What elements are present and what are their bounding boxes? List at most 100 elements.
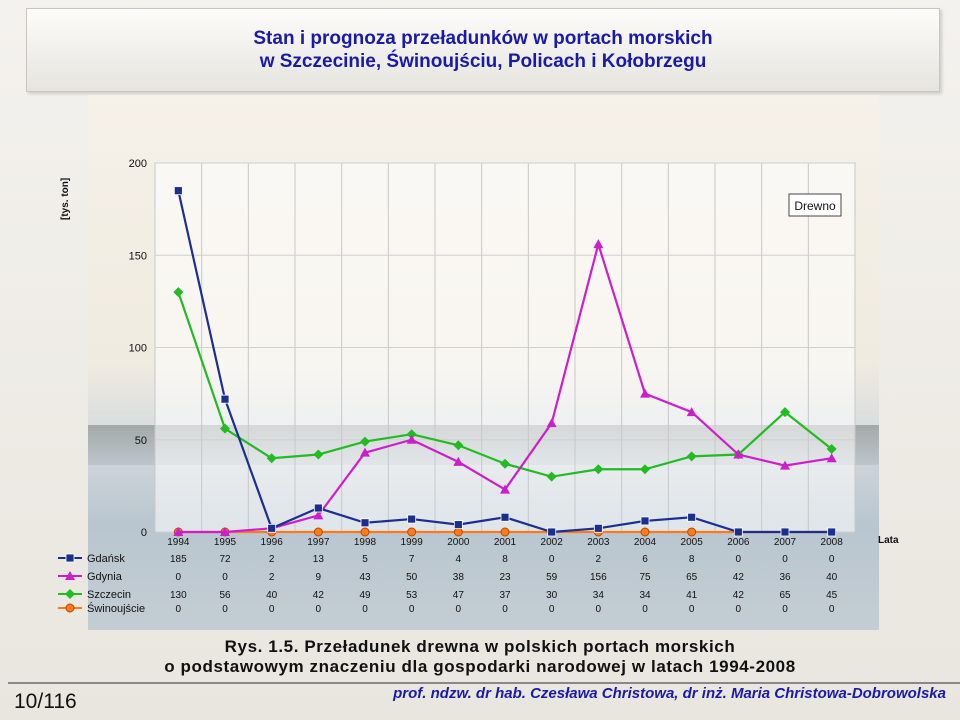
data-point: [406, 434, 417, 444]
data-label: 65: [686, 572, 698, 583]
data-label: 0: [549, 554, 555, 565]
data-label: 65: [779, 590, 791, 601]
data-point: [500, 512, 510, 522]
x-tick-label: 2000: [447, 537, 470, 548]
data-label: 0: [736, 554, 742, 565]
data-label: 45: [826, 590, 838, 601]
data-label: 42: [313, 590, 325, 601]
data-point: [313, 503, 323, 513]
data-point: [266, 453, 277, 464]
data-label: 0: [176, 604, 182, 615]
table-series-name: Świnoujście: [87, 602, 145, 615]
title-line-2: w Szczecinie, Świnoujściu, Policach i Ko…: [259, 51, 707, 72]
data-label: 6: [642, 554, 648, 565]
data-point: [827, 527, 837, 537]
data-label: 40: [266, 590, 278, 601]
data-point: [686, 407, 697, 417]
data-label: 72: [219, 554, 231, 565]
y-axis-label: [tys. ton]: [60, 178, 71, 220]
data-label: 0: [456, 604, 462, 615]
data-label: 0: [316, 604, 322, 615]
data-point: [220, 527, 230, 536]
data-point: [733, 449, 744, 459]
x-tick-label: 2002: [541, 537, 564, 548]
slide-title: Stan i prognoza przeładunków w portach m…: [27, 27, 939, 73]
data-label: 0: [502, 604, 508, 615]
data-label: 0: [222, 572, 228, 583]
x-tick-label: 1998: [354, 537, 377, 548]
data-point: [65, 553, 75, 563]
data-label: 7: [409, 554, 415, 565]
author-credit: prof. ndzw. dr hab. Czesława Christowa, …: [393, 685, 946, 702]
data-label: 56: [219, 590, 231, 601]
y-tick-label: 0: [141, 527, 147, 539]
y-tick-label: 50: [135, 435, 147, 447]
data-label: 38: [453, 572, 465, 583]
data-point: [267, 523, 277, 533]
data-label: 2: [596, 554, 602, 565]
series-0: [173, 186, 837, 537]
x-tick-label: 2001: [494, 537, 517, 548]
x-tick-label: 2005: [681, 537, 704, 548]
data-label: 0: [409, 604, 415, 615]
data-label: 42: [733, 590, 745, 601]
data-label: 0: [269, 604, 275, 615]
data-point: [733, 527, 743, 537]
data-label: 42: [733, 572, 745, 583]
x-tick-label: 2003: [587, 537, 610, 548]
data-point: [313, 527, 323, 537]
data-point: [360, 527, 370, 537]
figure-caption: Rys. 1.5. Przeładunek drewna w polskich …: [0, 637, 960, 677]
data-label: 13: [313, 554, 325, 565]
data-point: [65, 571, 75, 580]
x-tick-label: 2004: [634, 537, 657, 548]
data-label: 0: [782, 604, 788, 615]
data-label: 0: [782, 554, 788, 565]
data-label: 0: [362, 604, 368, 615]
series: [173, 186, 837, 537]
data-point: [593, 239, 604, 249]
data-label: 2: [269, 554, 275, 565]
data-point: [173, 287, 184, 298]
y-tick-label: 150: [129, 250, 147, 262]
data-label: 40: [826, 572, 838, 583]
data-point: [65, 589, 75, 599]
data-point: [453, 527, 463, 537]
data-label: 37: [499, 590, 511, 601]
data-label: 34: [639, 590, 651, 601]
data-label: 0: [736, 604, 742, 615]
data-point: [360, 447, 370, 457]
data-point: [687, 512, 697, 522]
data-point: [640, 516, 650, 526]
data-point: [640, 388, 650, 398]
data-point: [406, 429, 417, 440]
data-label: 59: [546, 572, 558, 583]
data-point: [593, 523, 603, 533]
data-label: 9: [316, 572, 322, 583]
data-label: 41: [686, 590, 698, 601]
data-label: 130: [170, 590, 187, 601]
table-series-name: Szczecin: [87, 589, 131, 601]
x-tick-label: 1999: [401, 537, 424, 548]
data-point: [826, 453, 837, 463]
data-point: [500, 527, 510, 537]
data-point: [313, 510, 324, 520]
data-point: [500, 458, 510, 469]
data-point: [360, 436, 370, 447]
data-point: [407, 527, 417, 537]
y-tick-label: 200: [129, 158, 147, 170]
x-tick-label: 2007: [774, 537, 797, 548]
x-tick-label: 1994: [167, 537, 190, 548]
page-number: 10/116: [14, 690, 77, 713]
data-point: [407, 514, 417, 524]
data-label: 2: [269, 572, 275, 583]
data-point: [453, 456, 464, 466]
data-label: 30: [546, 590, 558, 601]
data-table: Gdańsk 185 72 2 13 5 7 4 8 0 2 6 8 0 0 0 Gdynia 0 0 2 9 43 50 3…: [58, 553, 838, 615]
title-banner: Stan i prognoza przeładunków w portach m…: [26, 8, 940, 92]
data-label: 50: [406, 572, 418, 583]
data-point: [640, 527, 650, 537]
axes: 0 50 100 150 200 [tys. ton] Drewno 1994 1995 1996…: [60, 158, 899, 548]
data-label: 0: [549, 604, 555, 615]
